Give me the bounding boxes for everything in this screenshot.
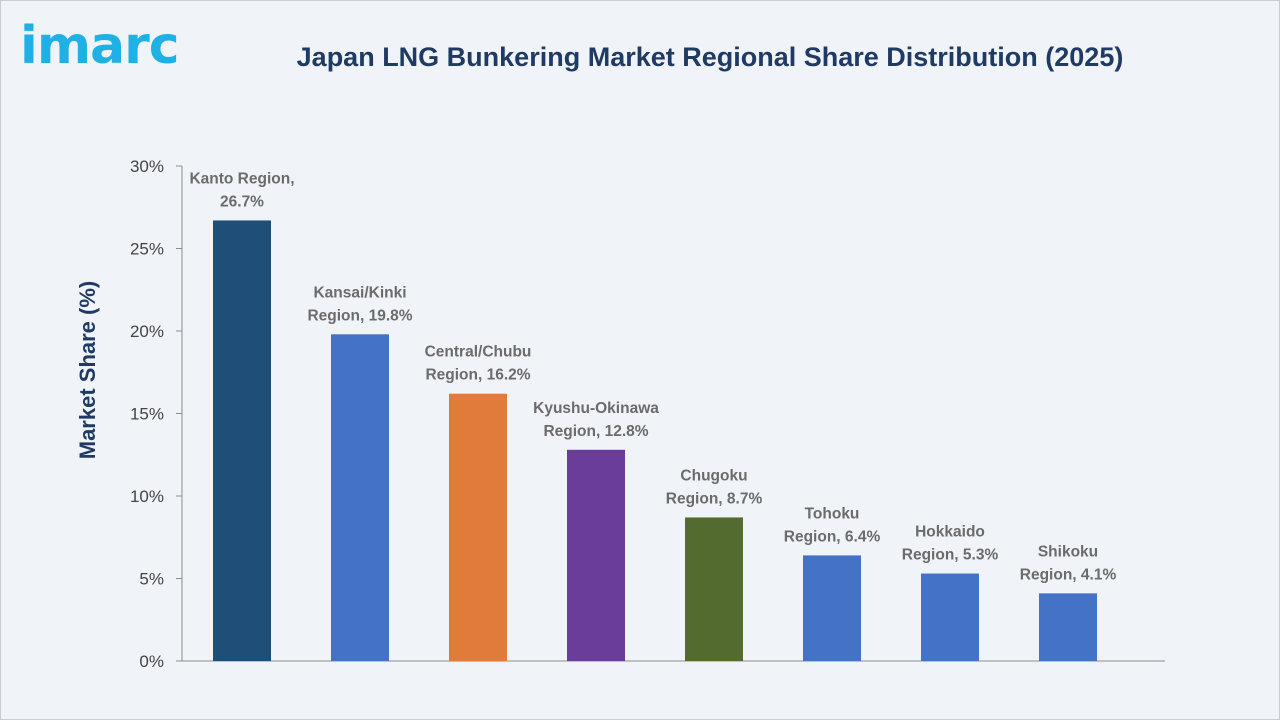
y-tick-label: 30% [130,157,164,176]
data-label: Kanto Region, [189,170,294,187]
data-label: Tohoku [805,505,860,522]
data-label: Central/Chubu [425,344,532,361]
bar-tohoku-region [803,555,861,661]
bar-kansai-kinki-region [331,334,389,661]
data-label: Kyushu-Okinawa [533,400,659,417]
data-label: Region, 12.8% [543,423,648,440]
bar-shikoku-region [1039,593,1097,661]
y-tick-label: 0% [139,652,164,671]
y-tick-label: 20% [130,322,164,341]
y-tick-label: 25% [130,240,164,259]
data-label: Chugoku [680,467,747,484]
y-tick-label: 15% [130,405,164,424]
data-label: Shikoku [1038,543,1098,560]
data-label: Region, 6.4% [784,528,881,545]
bar-chugoku-region [685,517,743,661]
imarc-logo: imarc [20,16,180,76]
data-label: Region, 4.1% [1020,566,1117,583]
bar-hokkaido-region [921,573,979,661]
y-tick-label: 5% [139,570,164,589]
data-label: Kansai/Kinki [313,284,406,301]
data-label: Region, 19.8% [307,307,412,324]
bar-kanto-region [213,220,271,661]
data-label: Region, 5.3% [902,547,999,564]
chart-title: Japan LNG Bunkering Market Regional Shar… [296,42,1124,72]
data-label: 26.7% [220,193,264,210]
bar-kyushu-okinawa-region [567,449,625,661]
data-label: Hokkaido [915,524,985,541]
data-label: Region, 16.2% [425,367,530,384]
data-label: Region, 8.7% [666,490,763,507]
bar-central-chubu-region [449,393,507,661]
y-tick-label: 10% [130,487,164,506]
